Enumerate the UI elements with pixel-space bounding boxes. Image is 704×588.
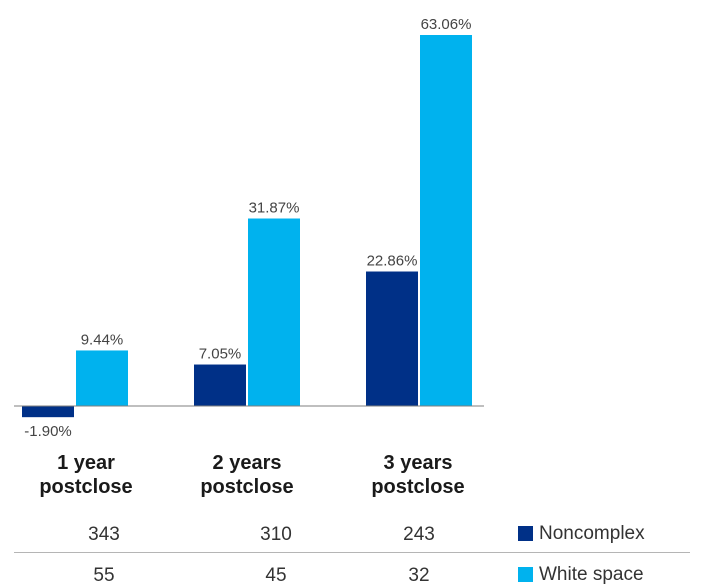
category-label-1: 1 year postclose (11, 451, 161, 499)
value-label-noncomplex-3: 22.86% (367, 253, 418, 270)
legend-swatch-white-space (518, 567, 533, 582)
category-label-line: postclose (200, 476, 294, 498)
bar-noncomplex-3 (366, 271, 418, 406)
table-cell-white-space-1: 55 (93, 565, 115, 586)
value-label-white-space-3: 63.06% (421, 16, 472, 33)
bar-white-space-2 (248, 218, 300, 406)
table-cell-white-space-3: 32 (408, 565, 430, 586)
value-label-white-space-2: 31.87% (249, 199, 300, 216)
bar-white-space-1 (76, 350, 128, 406)
bar-white-space-3 (420, 35, 472, 406)
bar-noncomplex-2 (194, 364, 246, 406)
legend-white-space: White space (518, 564, 644, 586)
table-divider (14, 552, 690, 553)
legend-swatch-noncomplex (518, 526, 533, 541)
table-cell-noncomplex-2: 310 (260, 524, 292, 545)
category-label-line: postclose (371, 476, 465, 498)
table-cell-noncomplex-1: 343 (88, 524, 120, 545)
category-label-line: postclose (39, 476, 133, 498)
category-label-line: 2 years (212, 452, 282, 474)
value-label-white-space-1: 9.44% (81, 331, 124, 348)
legend-label-noncomplex: Noncomplex (539, 523, 645, 544)
value-label-noncomplex-2: 7.05% (199, 346, 242, 363)
category-label-line: 1 year (57, 452, 115, 474)
legend-noncomplex: Noncomplex (518, 523, 645, 545)
legend-label-white-space: White space (539, 564, 644, 585)
table-cell-noncomplex-3: 243 (403, 524, 435, 545)
category-label-2: 2 years postclose (172, 451, 322, 499)
table-cell-white-space-2: 45 (265, 565, 287, 586)
category-label-line: 3 years (383, 452, 453, 474)
bar-noncomplex-1 (22, 406, 74, 418)
value-label-noncomplex-1: -1.90% (24, 423, 72, 440)
category-label-3: 3 years postclose (343, 451, 493, 499)
